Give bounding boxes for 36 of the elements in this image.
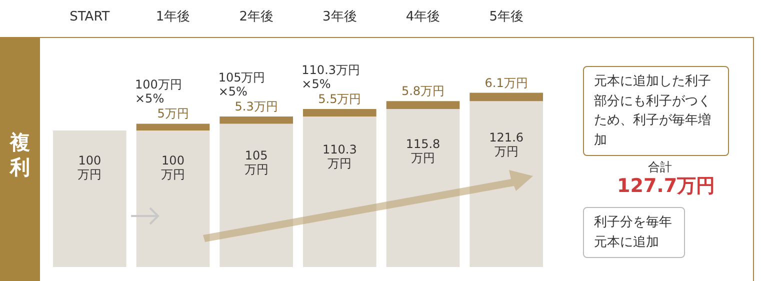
text: 元本に追加した利子部分にも利子がつくため、利子が毎年増加 — [583, 66, 729, 156]
bar — [220, 116, 293, 124]
x-tick-label: START — [70, 10, 110, 24]
x-tick-label: 1年後 — [156, 10, 190, 24]
data-label: 5.8万円 — [401, 84, 445, 98]
y-axis-title: 複利 — [10, 130, 30, 180]
x-tick-label: 3年後 — [322, 10, 357, 24]
x-tick-label: 2年後 — [239, 10, 274, 24]
bar — [386, 101, 460, 109]
bar — [303, 116, 376, 267]
x-tick-label: 5年後 — [489, 10, 524, 24]
data-label: 121.6 万円 — [489, 130, 524, 159]
text: 利子分を毎年元本に追加 — [583, 207, 685, 258]
annotation: 110.3万円 ×5% — [302, 62, 360, 91]
data-label: 5.3万円 — [234, 100, 278, 114]
bar — [303, 108, 376, 116]
bar — [470, 101, 543, 267]
bar — [470, 92, 543, 102]
annotation: 100万円 ×5% — [135, 78, 182, 106]
data-label: 100 万円 — [161, 154, 185, 182]
bar — [386, 108, 460, 267]
bar — [53, 130, 126, 267]
bar — [136, 124, 210, 131]
data-label: 105 万円 — [244, 148, 268, 176]
annotation: 105万円 ×5% — [218, 70, 266, 98]
data-label: 115.8 万円 — [406, 136, 440, 165]
data-label: 5.5万円 — [318, 92, 362, 106]
data-label: 100 万円 — [78, 154, 102, 182]
data-label: 5万円 — [157, 106, 189, 121]
text: 合計 — [648, 159, 672, 176]
bar — [220, 124, 293, 267]
text: 127.7万円 — [617, 175, 716, 197]
data-label: 6.1万円 — [484, 76, 528, 90]
bar — [136, 130, 210, 267]
x-tick-label: 4年後 — [406, 10, 440, 24]
data-label: 110.3 万円 — [322, 142, 357, 171]
